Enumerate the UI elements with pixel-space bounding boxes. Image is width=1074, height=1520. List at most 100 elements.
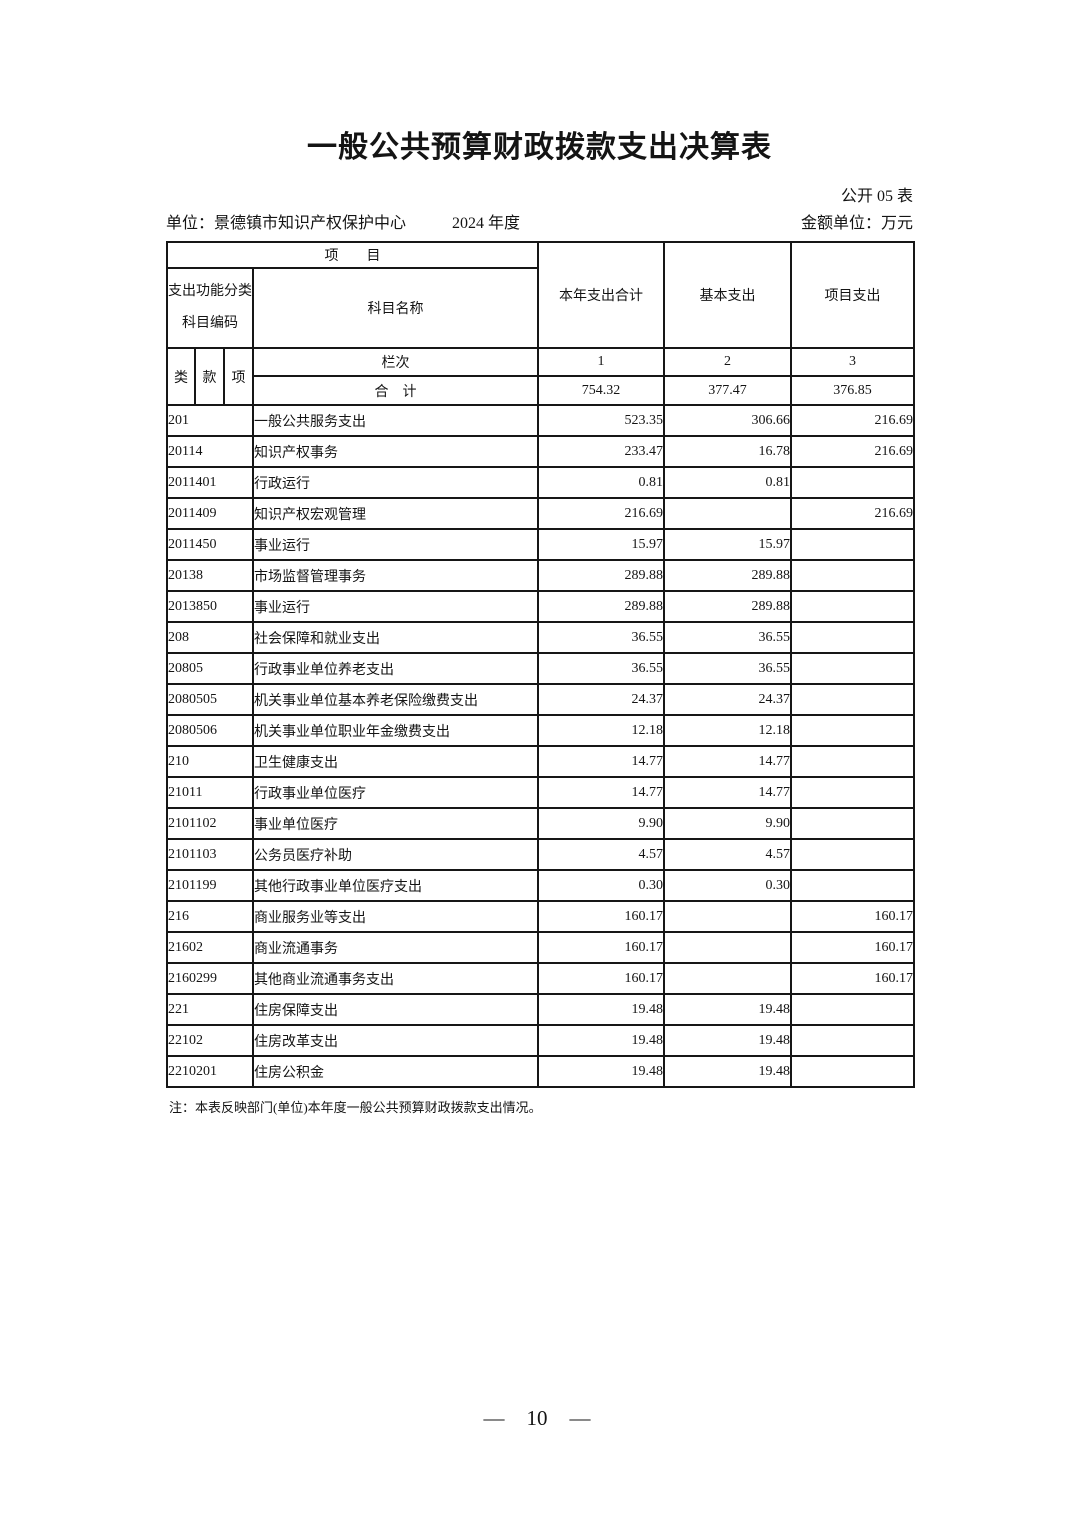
cell-project: 216.69 (790, 497, 915, 530)
cell-name: 其他商业流通事务支出 (252, 962, 539, 995)
cell-project (790, 993, 915, 1026)
page-number-dash-left: — (483, 1406, 505, 1430)
cell-project (790, 621, 915, 654)
table-row: 2101103 公务员医疗补助 4.57 4.57 (166, 838, 915, 871)
cell-code: 210 (166, 745, 254, 778)
cell-basic: 16.78 (663, 435, 792, 468)
cell-total: 160.17 (537, 900, 665, 933)
table-row: 216 商业服务业等支出 160.17 160.17 (166, 900, 915, 933)
cell-code: 2210201 (166, 1055, 254, 1088)
cell-basic: 12.18 (663, 714, 792, 747)
cell-name: 机关事业单位基本养老保险缴费支出 (252, 683, 539, 716)
cell-total: 14.77 (537, 776, 665, 809)
cell-basic: 306.66 (663, 404, 792, 437)
header-row-subject: 支出功能分类 科目编码 科目名称 (166, 267, 914, 349)
total-row-basic: 377.47 (663, 375, 792, 406)
cell-name: 社会保障和就业支出 (252, 621, 539, 654)
amount-unit-label: 金额单位：万元 (800, 215, 913, 232)
cell-name: 其他行政事业单位医疗支出 (252, 869, 539, 902)
cell-total: 19.48 (537, 993, 665, 1026)
table-row: 2011450 事业运行 15.97 15.97 (166, 528, 915, 561)
table-row: 2080506 机关事业单位职业年金缴费支出 12.18 12.18 (166, 714, 915, 747)
cell-basic (663, 497, 792, 530)
cell-basic: 289.88 (663, 590, 792, 623)
header-code-label-line2: 科目编码 (182, 316, 238, 331)
cell-name: 公务员医疗补助 (252, 838, 539, 871)
cell-project (790, 714, 915, 747)
table-row: 221 住房保障支出 19.48 19.48 (166, 993, 915, 1026)
cell-total: 36.55 (537, 621, 665, 654)
cell-code: 2160299 (166, 962, 254, 995)
cell-code: 216 (166, 900, 254, 933)
form-code-label: 公开 05 表 (840, 188, 913, 205)
cell-project (790, 745, 915, 778)
table-row: 2101199 其他行政事业单位医疗支出 0.30 0.30 (166, 869, 915, 902)
cell-basic: 36.55 (663, 652, 792, 685)
cell-basic (663, 900, 792, 933)
header-subject-name: 科目名称 (252, 267, 539, 349)
cell-project (790, 1024, 915, 1057)
cell-basic: 9.90 (663, 807, 792, 840)
cell-code: 201 (166, 404, 254, 437)
cell-basic: 289.88 (663, 559, 792, 592)
cell-total: 9.90 (537, 807, 665, 840)
cell-basic (663, 931, 792, 964)
table-row: 208 社会保障和就业支出 36.55 36.55 (166, 621, 915, 654)
total-row-project: 376.85 (790, 375, 915, 406)
cell-name: 行政运行 (252, 466, 539, 499)
table-row: 2080505 机关事业单位基本养老保险缴费支出 24.37 24.37 (166, 683, 915, 716)
cell-code: 20138 (166, 559, 254, 592)
cell-basic: 19.48 (663, 1055, 792, 1088)
cell-code: 2011450 (166, 528, 254, 561)
header-class: 类 (166, 347, 196, 406)
cell-project: 216.69 (790, 435, 915, 468)
document-page: 一般公共预算财政拨款支出决算表 公开 05 表 单位：景德镇市知识产权保护中心 … (166, 128, 915, 1117)
cell-name: 机关事业单位职业年金缴费支出 (252, 714, 539, 747)
table-row: 2160299 其他商业流通事务支出 160.17 160.17 (166, 962, 915, 995)
cell-project (790, 1055, 915, 1088)
budget-table: 项 目 本年支出合计 基本支出 项目支出 支出功能分类 科目编码 科目名称 类 … (166, 241, 915, 1088)
header-col-total: 本年支出合计 (537, 241, 665, 349)
header-code-label-line1: 支出功能分类 (168, 284, 252, 299)
cell-project (790, 776, 915, 809)
header-col-project-exp: 项目支出 (790, 241, 915, 349)
cell-code: 2101102 (166, 807, 254, 840)
cell-project (790, 683, 915, 716)
page-title: 一般公共预算财政拨款支出决算表 (307, 131, 772, 164)
cell-name: 市场监督管理事务 (252, 559, 539, 592)
header-col-no-3: 3 (790, 347, 915, 377)
cell-total: 523.35 (537, 404, 665, 437)
table-row: 210 卫生健康支出 14.77 14.77 (166, 745, 915, 778)
cell-basic: 0.81 (663, 466, 792, 499)
cell-code: 22102 (166, 1024, 254, 1057)
header-col-no-1: 1 (537, 347, 665, 377)
cell-code: 20805 (166, 652, 254, 685)
cell-total: 233.47 (537, 435, 665, 468)
cell-basic: 19.48 (663, 1024, 792, 1057)
cell-basic: 4.57 (663, 838, 792, 871)
cell-total: 19.48 (537, 1024, 665, 1057)
cell-total: 216.69 (537, 497, 665, 530)
cell-total: 14.77 (537, 745, 665, 778)
cell-project (790, 807, 915, 840)
cell-total: 24.37 (537, 683, 665, 716)
table-row: 2013850 事业运行 289.88 289.88 (166, 590, 915, 623)
cell-project (790, 590, 915, 623)
total-row: 合 计 754.32 377.47 376.85 (167, 375, 915, 406)
cell-total: 15.97 (537, 528, 665, 561)
table-row: 2011401 行政运行 0.81 0.81 (166, 466, 915, 499)
table-row: 22102 住房改革支出 19.48 19.48 (166, 1024, 915, 1057)
meta-row: 单位：景德镇市知识产权保护中心 2024 年度 金额单位：万元 (166, 212, 913, 236)
cell-code: 20114 (166, 435, 254, 468)
cell-total: 19.48 (537, 1055, 665, 1088)
header-row-project: 项 目 本年支出合计 基本支出 项目支出 (166, 241, 915, 349)
cell-project: 216.69 (790, 404, 915, 437)
table-row: 2011409 知识产权宏观管理 216.69 216.69 (166, 497, 915, 530)
cell-project (790, 838, 915, 871)
cell-code: 2011409 (166, 497, 254, 530)
cell-project (790, 466, 915, 499)
cell-code: 21602 (166, 931, 254, 964)
total-row-total: 754.32 (537, 375, 665, 406)
cell-project (790, 869, 915, 902)
cell-total: 160.17 (537, 931, 665, 964)
